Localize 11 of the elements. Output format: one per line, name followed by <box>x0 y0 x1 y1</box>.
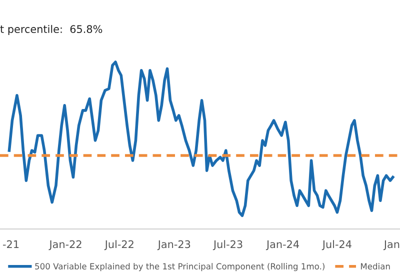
x-tick-label: Jul-23 <box>212 240 242 250</box>
chart-title: t percentile: 65.8% <box>0 24 102 36</box>
legend-label: Median <box>360 263 390 270</box>
x-tick-label: Jan-23 <box>157 240 190 250</box>
x-tick-label: Jul-22 <box>104 240 134 250</box>
x-tick-label: Jul-24 <box>322 240 352 250</box>
x-tick-label: Jan-24 <box>266 240 299 250</box>
x-tick-label: Jan-22 <box>48 240 82 250</box>
legend-label: 500 Variable Explained by the 1st Principal Component (Rolling 1mo.) <box>35 263 324 272</box>
x-tick-label: Jan <box>383 240 400 250</box>
x-tick-label: -21 <box>3 240 19 248</box>
